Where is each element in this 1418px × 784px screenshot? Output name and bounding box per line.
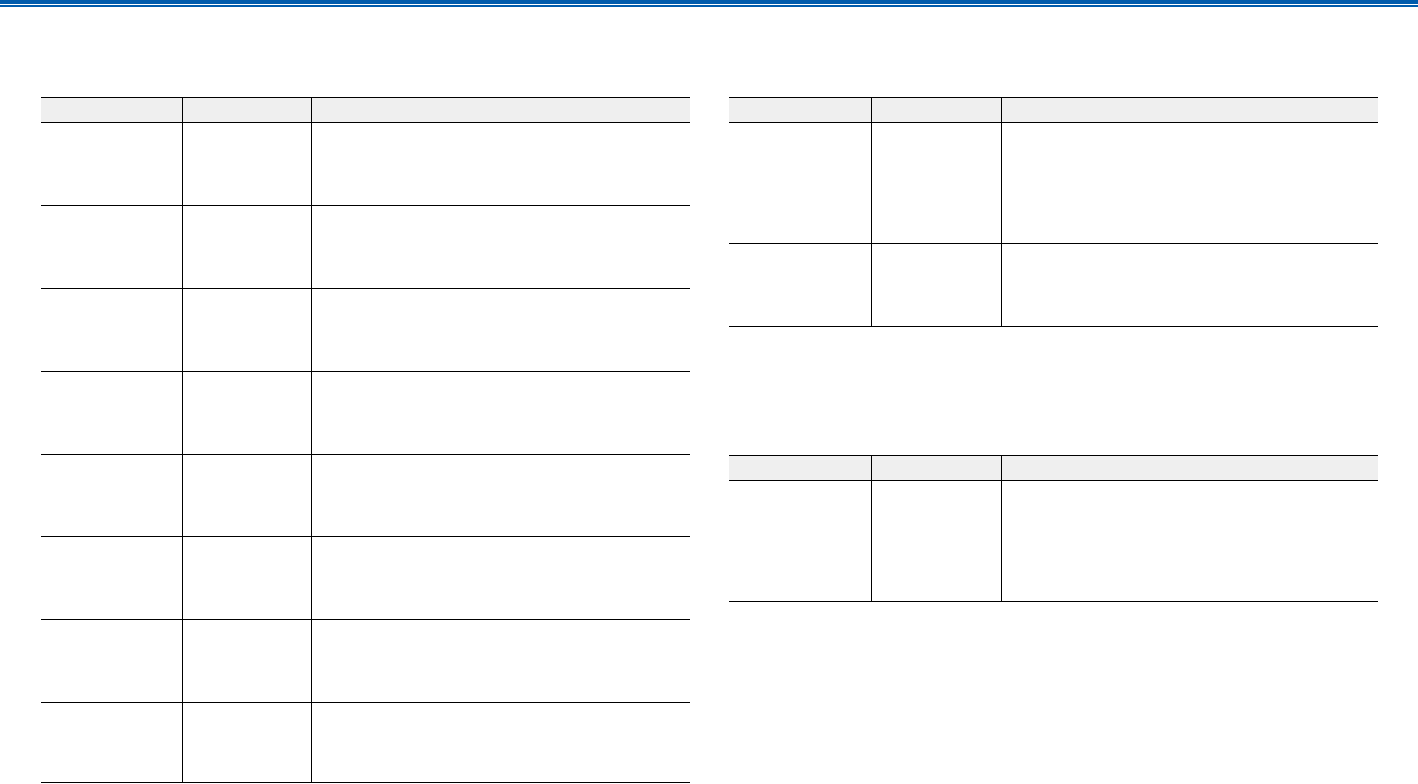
table-header — [729, 97, 1378, 123]
table-row — [41, 205, 690, 289]
table-row — [41, 371, 690, 455]
table-row — [729, 122, 1378, 244]
table-row — [41, 702, 690, 783]
table-row — [729, 243, 1378, 327]
table-header — [729, 455, 1378, 481]
header-bar-line — [0, 5, 1418, 7]
table-left — [41, 97, 690, 783]
table-right-bottom — [729, 455, 1378, 602]
table-row — [41, 122, 690, 206]
table-right-top — [729, 97, 1378, 327]
table-row — [41, 288, 690, 372]
table-row — [41, 454, 690, 537]
table-row — [729, 480, 1378, 602]
table-header — [41, 97, 690, 123]
header-bar — [0, 0, 1418, 4]
table-row — [41, 536, 690, 620]
table-row — [41, 619, 690, 703]
